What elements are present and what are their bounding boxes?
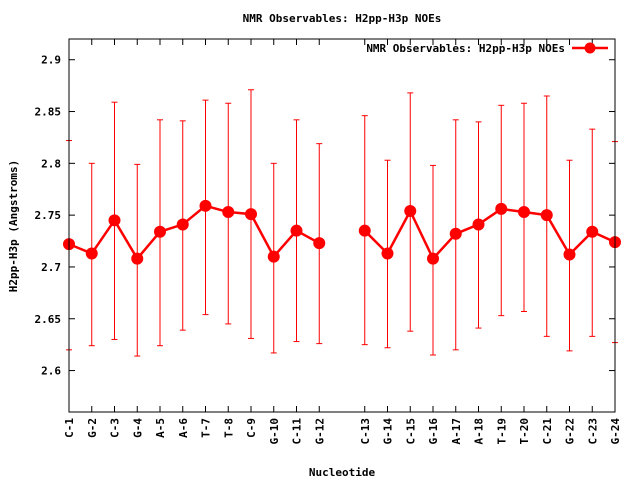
series-line-segment <box>545 213 571 256</box>
x-tick-label: G-14 <box>382 418 395 445</box>
x-tick-label: A-5 <box>154 418 167 438</box>
data-point <box>472 218 485 231</box>
x-tick-label: C-1 <box>63 418 76 438</box>
y-tick-label: 2.6 <box>41 365 61 378</box>
x-tick-label: A-17 <box>450 418 463 445</box>
x-tick-label: G-4 <box>131 418 144 438</box>
data-point <box>540 209 553 222</box>
data-point <box>267 250 280 263</box>
data-point <box>290 224 303 237</box>
x-tick-label: T-20 <box>518 418 531 445</box>
data-point <box>154 225 166 238</box>
x-axis-ticks: C-1 G-2 C-3 G-4 A-5 A-6 T-7 T-8 C-9 G-10 C-11 G-12 C… <box>63 39 622 445</box>
x-tick-label: G-2 <box>86 418 99 438</box>
series-line-segment <box>386 209 412 255</box>
data-point <box>427 252 439 265</box>
legend-label: NMR Observables: H2pp-H3p NOEs <box>366 42 565 55</box>
x-tick-label: C-21 <box>541 418 554 445</box>
series-layer <box>63 89 621 357</box>
data-point <box>586 225 599 238</box>
x-tick-label: A-6 <box>177 418 190 438</box>
data-point <box>518 206 530 219</box>
x-tick-label: G-22 <box>564 418 577 445</box>
data-point <box>358 224 371 237</box>
data-point <box>381 247 394 260</box>
y-axis-ticks: 2.6 2.65 2.7 2.75 2.8 2.85 2.9 <box>35 54 615 378</box>
x-tick-label: C-13 <box>359 418 372 445</box>
data-point <box>131 252 144 265</box>
x-tick-label: C-9 <box>245 418 258 438</box>
plot-frame <box>68 38 616 413</box>
y-tick-label: 2.65 <box>35 313 62 326</box>
x-tick-label: C-3 <box>109 418 122 438</box>
series-line-segment <box>90 219 116 255</box>
data-point <box>495 202 508 215</box>
x-tick-label: C-11 <box>291 418 304 445</box>
data-point <box>108 214 121 227</box>
x-tick-label: G-16 <box>427 418 440 445</box>
x-tick-label: T-8 <box>222 418 235 438</box>
data-point <box>449 227 462 240</box>
data-point <box>313 237 326 250</box>
x-tick-label: T-7 <box>200 418 213 438</box>
y-tick-label: 2.75 <box>35 209 62 222</box>
data-point <box>176 218 189 231</box>
x-tick-label: G-12 <box>313 418 326 445</box>
x-tick-label: G-24 <box>609 418 622 445</box>
x-axis-label: Nucleotide <box>309 466 376 479</box>
y-tick-label: 2.9 <box>41 54 61 67</box>
x-tick-label: C-15 <box>404 418 417 445</box>
data-point <box>245 208 257 221</box>
x-tick-label: T-19 <box>495 418 508 445</box>
y-tick-label: 2.7 <box>41 261 61 274</box>
chart-title: NMR Observables: H2pp-H3p NOEs <box>243 12 442 25</box>
y-tick-label: 2.85 <box>35 106 62 119</box>
y-tick-label: 2.8 <box>41 157 61 170</box>
series-line-segment <box>249 212 275 258</box>
series-line-segment <box>409 209 435 260</box>
data-point <box>199 199 212 212</box>
series-line-segment <box>113 219 139 260</box>
x-tick-label: G-10 <box>268 418 281 445</box>
x-tick-label: C-23 <box>586 418 599 445</box>
data-point <box>563 248 576 261</box>
data-point <box>404 204 417 217</box>
data-point <box>85 247 98 260</box>
legend: NMR Observables: H2pp-H3p NOEs <box>366 42 608 55</box>
y-axis-label: H2pp-H3p (Angstroms) <box>7 160 20 292</box>
x-tick-label: A-18 <box>473 418 486 445</box>
data-point <box>222 206 235 219</box>
legend-marker <box>584 42 596 54</box>
